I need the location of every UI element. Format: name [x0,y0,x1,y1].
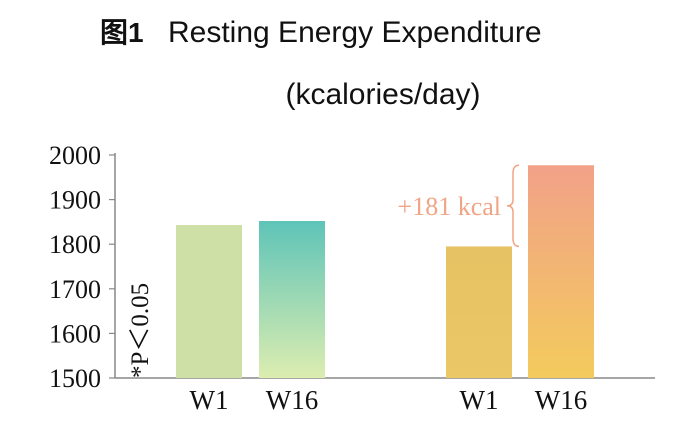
annotation-brace [506,164,520,248]
y-tick-label: 2000 [49,141,101,170]
x-tick-label: W16 [266,385,318,415]
y-tick-label: 1500 [49,364,101,393]
bar-group1-w16 [259,221,325,378]
x-tick-label: W1 [190,385,229,415]
x-tick-label: W16 [535,385,587,415]
chart-title-prefix: 图1 [100,17,144,48]
significance-note: *P＜0.05 [127,283,154,378]
difference-annotation: +181 kcal [398,164,520,248]
y-tick-label: 1900 [49,186,101,215]
y-axis: 1500 1600 1700 1800 1900 2000 [49,141,655,393]
bars [176,165,594,378]
y-tick-label: 1800 [49,230,101,259]
chart-title: Resting Energy Expenditure [168,16,542,49]
annotation-label: +181 kcal [398,192,501,221]
bar-group2-w1 [446,246,512,378]
x-axis-labels: W1 W16 W1 W16 [190,385,588,415]
chart-subtitle: (kcalories/day) [285,78,480,111]
bar-group2-w16 [528,165,594,378]
x-tick-label: W1 [460,385,499,415]
y-tick-label: 1700 [49,275,101,304]
y-tick-label: 1600 [49,319,101,348]
bar-group1-w1 [176,225,242,378]
